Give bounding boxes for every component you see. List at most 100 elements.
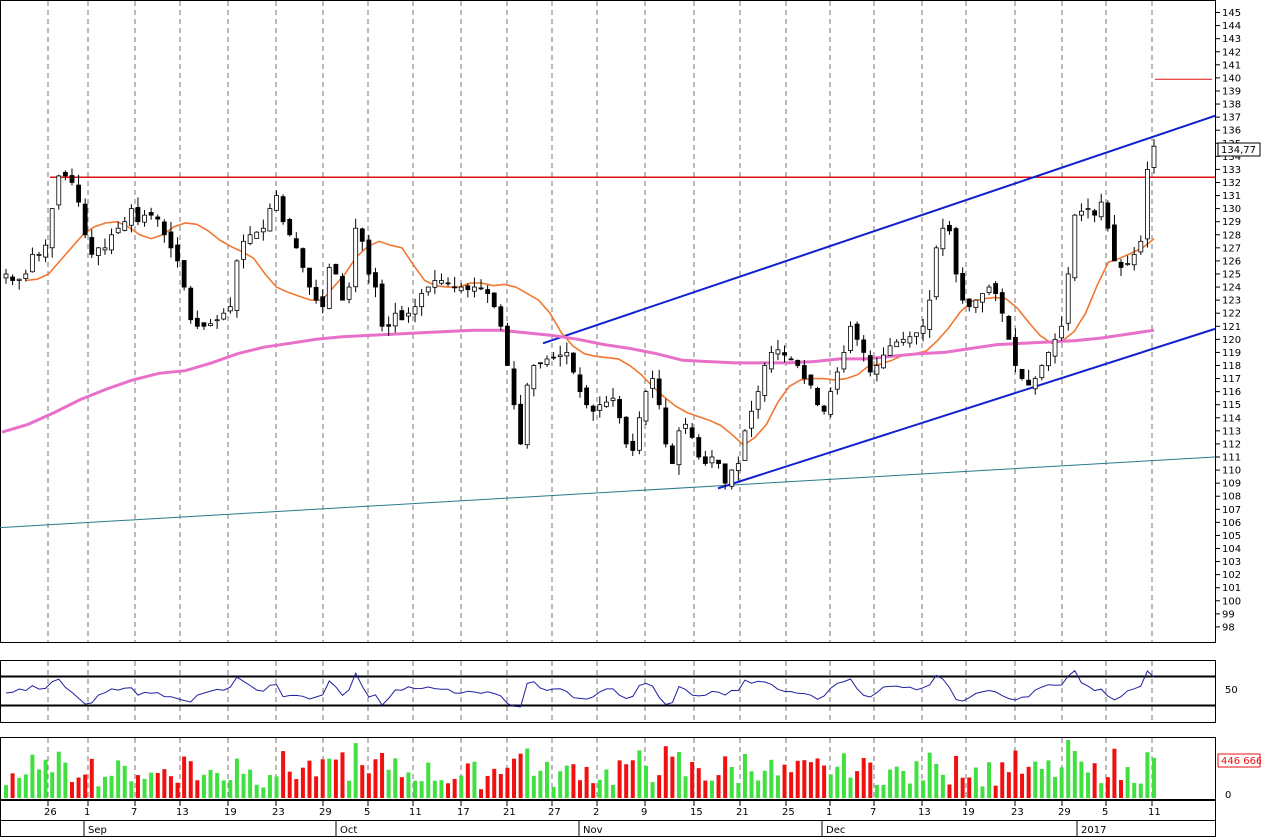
candle-body (1105, 202, 1111, 229)
price-tick-label: 143 (1222, 34, 1241, 45)
volume-bar (987, 762, 992, 798)
price-tick-label: 123 (1222, 296, 1241, 307)
volume-bar (723, 756, 728, 798)
candle-body (1013, 337, 1018, 366)
volume-bar (175, 782, 180, 798)
price-tick-label: 119 (1222, 348, 1241, 359)
volume-bar (973, 767, 978, 798)
volume-bar (314, 776, 319, 798)
candle-body (10, 276, 15, 281)
candle-body (1052, 338, 1058, 357)
price-tick-label: 104 (1222, 544, 1241, 555)
last-price-box (1217, 142, 1261, 157)
date-tick-label: 1 (84, 807, 90, 818)
candle-body (62, 171, 68, 177)
candle-body (148, 212, 154, 216)
volume-bar (23, 774, 28, 798)
candle-body (603, 401, 609, 407)
oscillator-line (0, 669, 1215, 708)
candle-body (762, 365, 768, 396)
volume-bar (756, 780, 761, 798)
volume-bar (254, 784, 259, 798)
volume-bar (604, 769, 609, 798)
candle-body (518, 403, 524, 445)
volume-bar (76, 777, 81, 798)
volume-bar (1046, 760, 1051, 798)
price-tick-label: 103 (1222, 557, 1241, 568)
candle-body (419, 293, 425, 308)
candle-body (986, 286, 992, 294)
volume-bar (320, 759, 325, 798)
volume-bar (980, 786, 985, 798)
price-tick-label: 144 (1222, 21, 1241, 32)
date-tick-label: 19 (224, 807, 237, 818)
candle-body (841, 352, 847, 370)
price-tick-label: 122 (1222, 309, 1241, 320)
volume-bars (4, 740, 1156, 798)
candle-body (439, 280, 444, 284)
candle-body (293, 238, 299, 249)
candle-body (313, 287, 319, 301)
volume-bar (822, 765, 827, 798)
candle-body (208, 323, 213, 326)
candle-body (584, 387, 589, 406)
candle-body (29, 253, 35, 273)
price-tick-label: 145 (1222, 8, 1241, 19)
price-tick-label: 136 (1222, 126, 1241, 137)
volume-bar (4, 785, 8, 798)
volume-bar (188, 761, 193, 798)
volume-bar (749, 771, 754, 798)
volume-bar (195, 780, 200, 798)
volume-bar (340, 752, 345, 798)
upper-channel-line (542, 114, 1216, 345)
price-tick-label: 112 (1222, 439, 1241, 450)
volume-bar (683, 776, 688, 798)
last-volume-label: 446 666 (1221, 756, 1261, 767)
volume-bar (815, 758, 820, 798)
volume-bar (208, 769, 213, 798)
candle-body (848, 325, 853, 351)
volume-bar (967, 777, 972, 798)
volume-bar (591, 783, 596, 798)
volume-bar (96, 786, 101, 798)
candle-body (16, 278, 22, 281)
volume-bar (413, 780, 418, 798)
candle-body (749, 410, 754, 429)
volume-bar (287, 771, 292, 798)
candle-body (775, 349, 781, 355)
volume-bar (610, 784, 615, 798)
volume-bar (848, 777, 853, 798)
candle-body (656, 378, 662, 406)
volume-bar (531, 775, 536, 798)
candle-body (709, 456, 715, 464)
volume-bar (155, 772, 160, 798)
candle-body (729, 469, 735, 487)
candle-body (669, 445, 675, 464)
volume-bar (921, 780, 926, 798)
candle-body (379, 283, 385, 327)
date-tick-label: 26 (44, 807, 57, 818)
date-tick-label: 2 (593, 807, 599, 818)
volume-bar (221, 780, 226, 798)
volume-bar (736, 783, 741, 798)
candle-body (544, 358, 550, 366)
moving-average-long (1, 328, 1155, 434)
candle-body (194, 317, 200, 327)
volume-bar (742, 753, 747, 798)
candle-body (1145, 169, 1150, 240)
candle-body (557, 354, 563, 358)
price-tick-label: 131 (1222, 191, 1241, 202)
candle-body (920, 325, 926, 334)
candle-body (505, 325, 510, 366)
candle-body (788, 358, 794, 361)
candle-body (1138, 240, 1144, 253)
candle-body (326, 267, 332, 309)
price-tick-label: 99 (1222, 609, 1235, 620)
volume-bar (597, 779, 602, 798)
volume-bar (56, 751, 61, 798)
volume-bar (1072, 751, 1077, 798)
candle-body (366, 239, 372, 275)
volume-bar (465, 763, 470, 798)
candle-body (386, 324, 392, 327)
